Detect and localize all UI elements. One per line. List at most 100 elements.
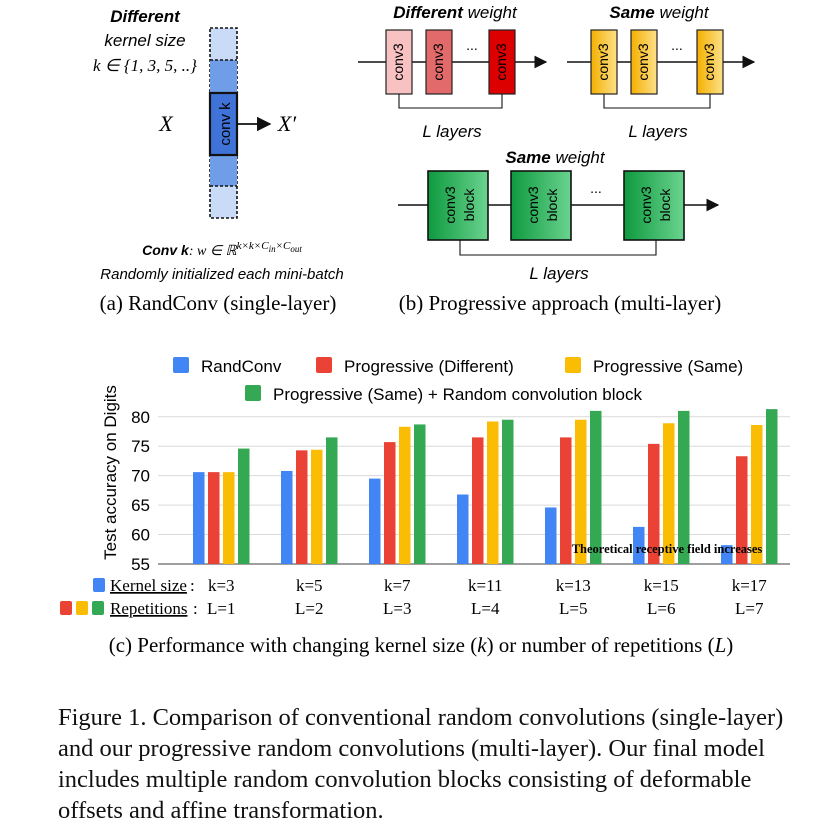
conv-k-label: conv k [217,102,234,146]
legend-label-1: RandConv [201,357,282,376]
x-label-reps-5: L=6 [647,599,675,618]
bar-k=17-series-3 [751,425,763,564]
panel-a-k-set: k ∈ {1, 3, 5, ..} [93,56,197,75]
same-ellipsis: ... [671,37,683,53]
svg-text:conv3: conv3 [430,43,446,81]
kernel-row-swatch [93,578,105,592]
legend-label-4: Progressive (Same) + Random convolution … [273,385,642,404]
legend-swatch-2 [316,357,332,373]
input-x-label: X [158,111,174,136]
x-label-kernel-1: k=5 [296,576,323,595]
svg-text:conv3: conv3 [442,186,458,224]
svg-text:conv3: conv3 [390,43,406,81]
conv3-block-2 [510,170,572,241]
panel-b: Different weight conv3 conv3 ... conv3 L… [358,3,756,315]
bar-k=11-series-2 [472,437,484,564]
panel-c-caption: (c) Performance with changing kernel siz… [109,633,734,657]
x-label-reps-0: L=1 [207,599,235,618]
bar-k=15-series-4 [678,410,690,564]
svg-text:conv3: conv3 [493,43,509,81]
same-weight-title: Same weight [609,3,710,22]
bar-k=3-series-1 [193,472,205,564]
bar-k=15-series-1 [633,526,645,564]
svg-text:conv3: conv3 [638,186,654,224]
bar-k=17-series-1 [721,545,733,564]
y-axis: 55 60 65 70 75 80 [131,408,150,574]
bar-k=7-series-1 [369,478,381,564]
reps-row-swatch-1 [60,601,72,615]
bar-k=11-series-1 [457,494,469,564]
x-label-kernel-6: k=17 [732,576,768,595]
diff-conv3-1 [385,29,413,95]
bar-k=5-series-3 [311,449,323,564]
random-init-note: Randomly initialized each mini-batch [100,266,343,283]
block-bracket [459,240,657,256]
y-tick-80: 80 [131,408,150,427]
x-label-kernel-3: k=11 [468,576,502,595]
conv-k-formula: Conv k: w ∈ ℝk×k×Cin×Cout [142,240,302,259]
panel-a-heading-line2: kernel size [104,31,185,50]
y-tick-75: 75 [131,437,150,456]
output-x-label: X′ [277,111,297,136]
y-tick-70: 70 [131,467,150,486]
y-tick-65: 65 [131,496,150,515]
bars [193,409,778,564]
same-bracket [603,94,711,109]
block-layers-label: L layers [529,264,589,283]
y-tick-55: 55 [131,555,150,574]
panel-c-chart: RandConv Progressive (Different) Progressi… [60,357,790,657]
conv3-block-1 [427,170,489,241]
bar-k=7-series-4 [414,424,426,564]
x-label-reps-6: L=7 [735,599,764,618]
legend-label-3: Progressive (Same) [593,357,743,376]
y-tick-60: 60 [131,526,150,545]
same-layers-label: L layers [628,122,688,141]
svg-text:conv3: conv3 [595,43,611,81]
row-labels: Kernel size:Repetitions: [60,576,198,618]
different-weight-title: Different weight [393,3,518,22]
svg-text:block: block [461,188,477,222]
x-axis-labels: k=3 L=1 k=5 L=2 k=7 L=3 k=11 L=4 k=13 L=5 k=15 L=6 k… [207,576,767,618]
x-label-kernel-0: k=3 [208,576,235,595]
legend-swatch-3 [565,357,581,373]
same-conv3-2 [630,29,658,95]
x-label-reps-1: L=2 [295,599,323,618]
bar-k=5-series-1 [281,470,293,564]
block-ellipsis: ... [590,180,602,196]
reps-row-swatch-2 [76,601,88,615]
bar-k=17-series-4 [766,409,778,564]
conv3-block-3 [623,170,685,241]
bar-k=15-series-2 [648,443,660,564]
bar-k=3-series-2 [208,472,220,564]
diff-bracket [398,94,503,109]
bar-k=13-series-3 [575,419,587,564]
x-label-kernel-5: k=15 [644,576,679,595]
bar-k=11-series-4 [502,419,514,564]
bar-k=7-series-3 [399,426,411,564]
block-weight-title: Same weight [505,148,606,167]
svg-text:conv3: conv3 [701,43,717,81]
x-label-kernel-4: k=13 [556,576,591,595]
repetitions-row-label: Repetitions [110,599,187,618]
x-label-reps-4: L=5 [559,599,587,618]
bar-k=3-series-4 [238,448,250,564]
bar-k=11-series-3 [487,421,499,564]
svg-text:conv3: conv3 [635,43,651,81]
y-axis-label: Test accuracy on Digits [101,385,120,560]
reps-colon: : [193,599,198,618]
panel-a-caption: (a) RandConv (single-layer) [100,291,337,315]
chart-legend: RandConv Progressive (Different) Progressi… [173,357,743,404]
bar-k=13-series-1 [545,507,557,564]
bar-k=7-series-2 [384,442,396,564]
same-conv3-1 [590,29,618,95]
diff-layers-label: L layers [422,122,482,141]
bar-k=13-series-4 [590,410,602,564]
bar-k=13-series-2 [560,437,572,564]
kernel-colon: : [190,576,195,595]
svg-text:block: block [544,188,560,222]
figure-caption: Figure 1. Comparison of conventional ran… [58,704,784,824]
bar-k=5-series-4 [326,437,338,564]
x-label-kernel-2: k=7 [384,576,411,595]
svg-text:conv3: conv3 [525,186,541,224]
